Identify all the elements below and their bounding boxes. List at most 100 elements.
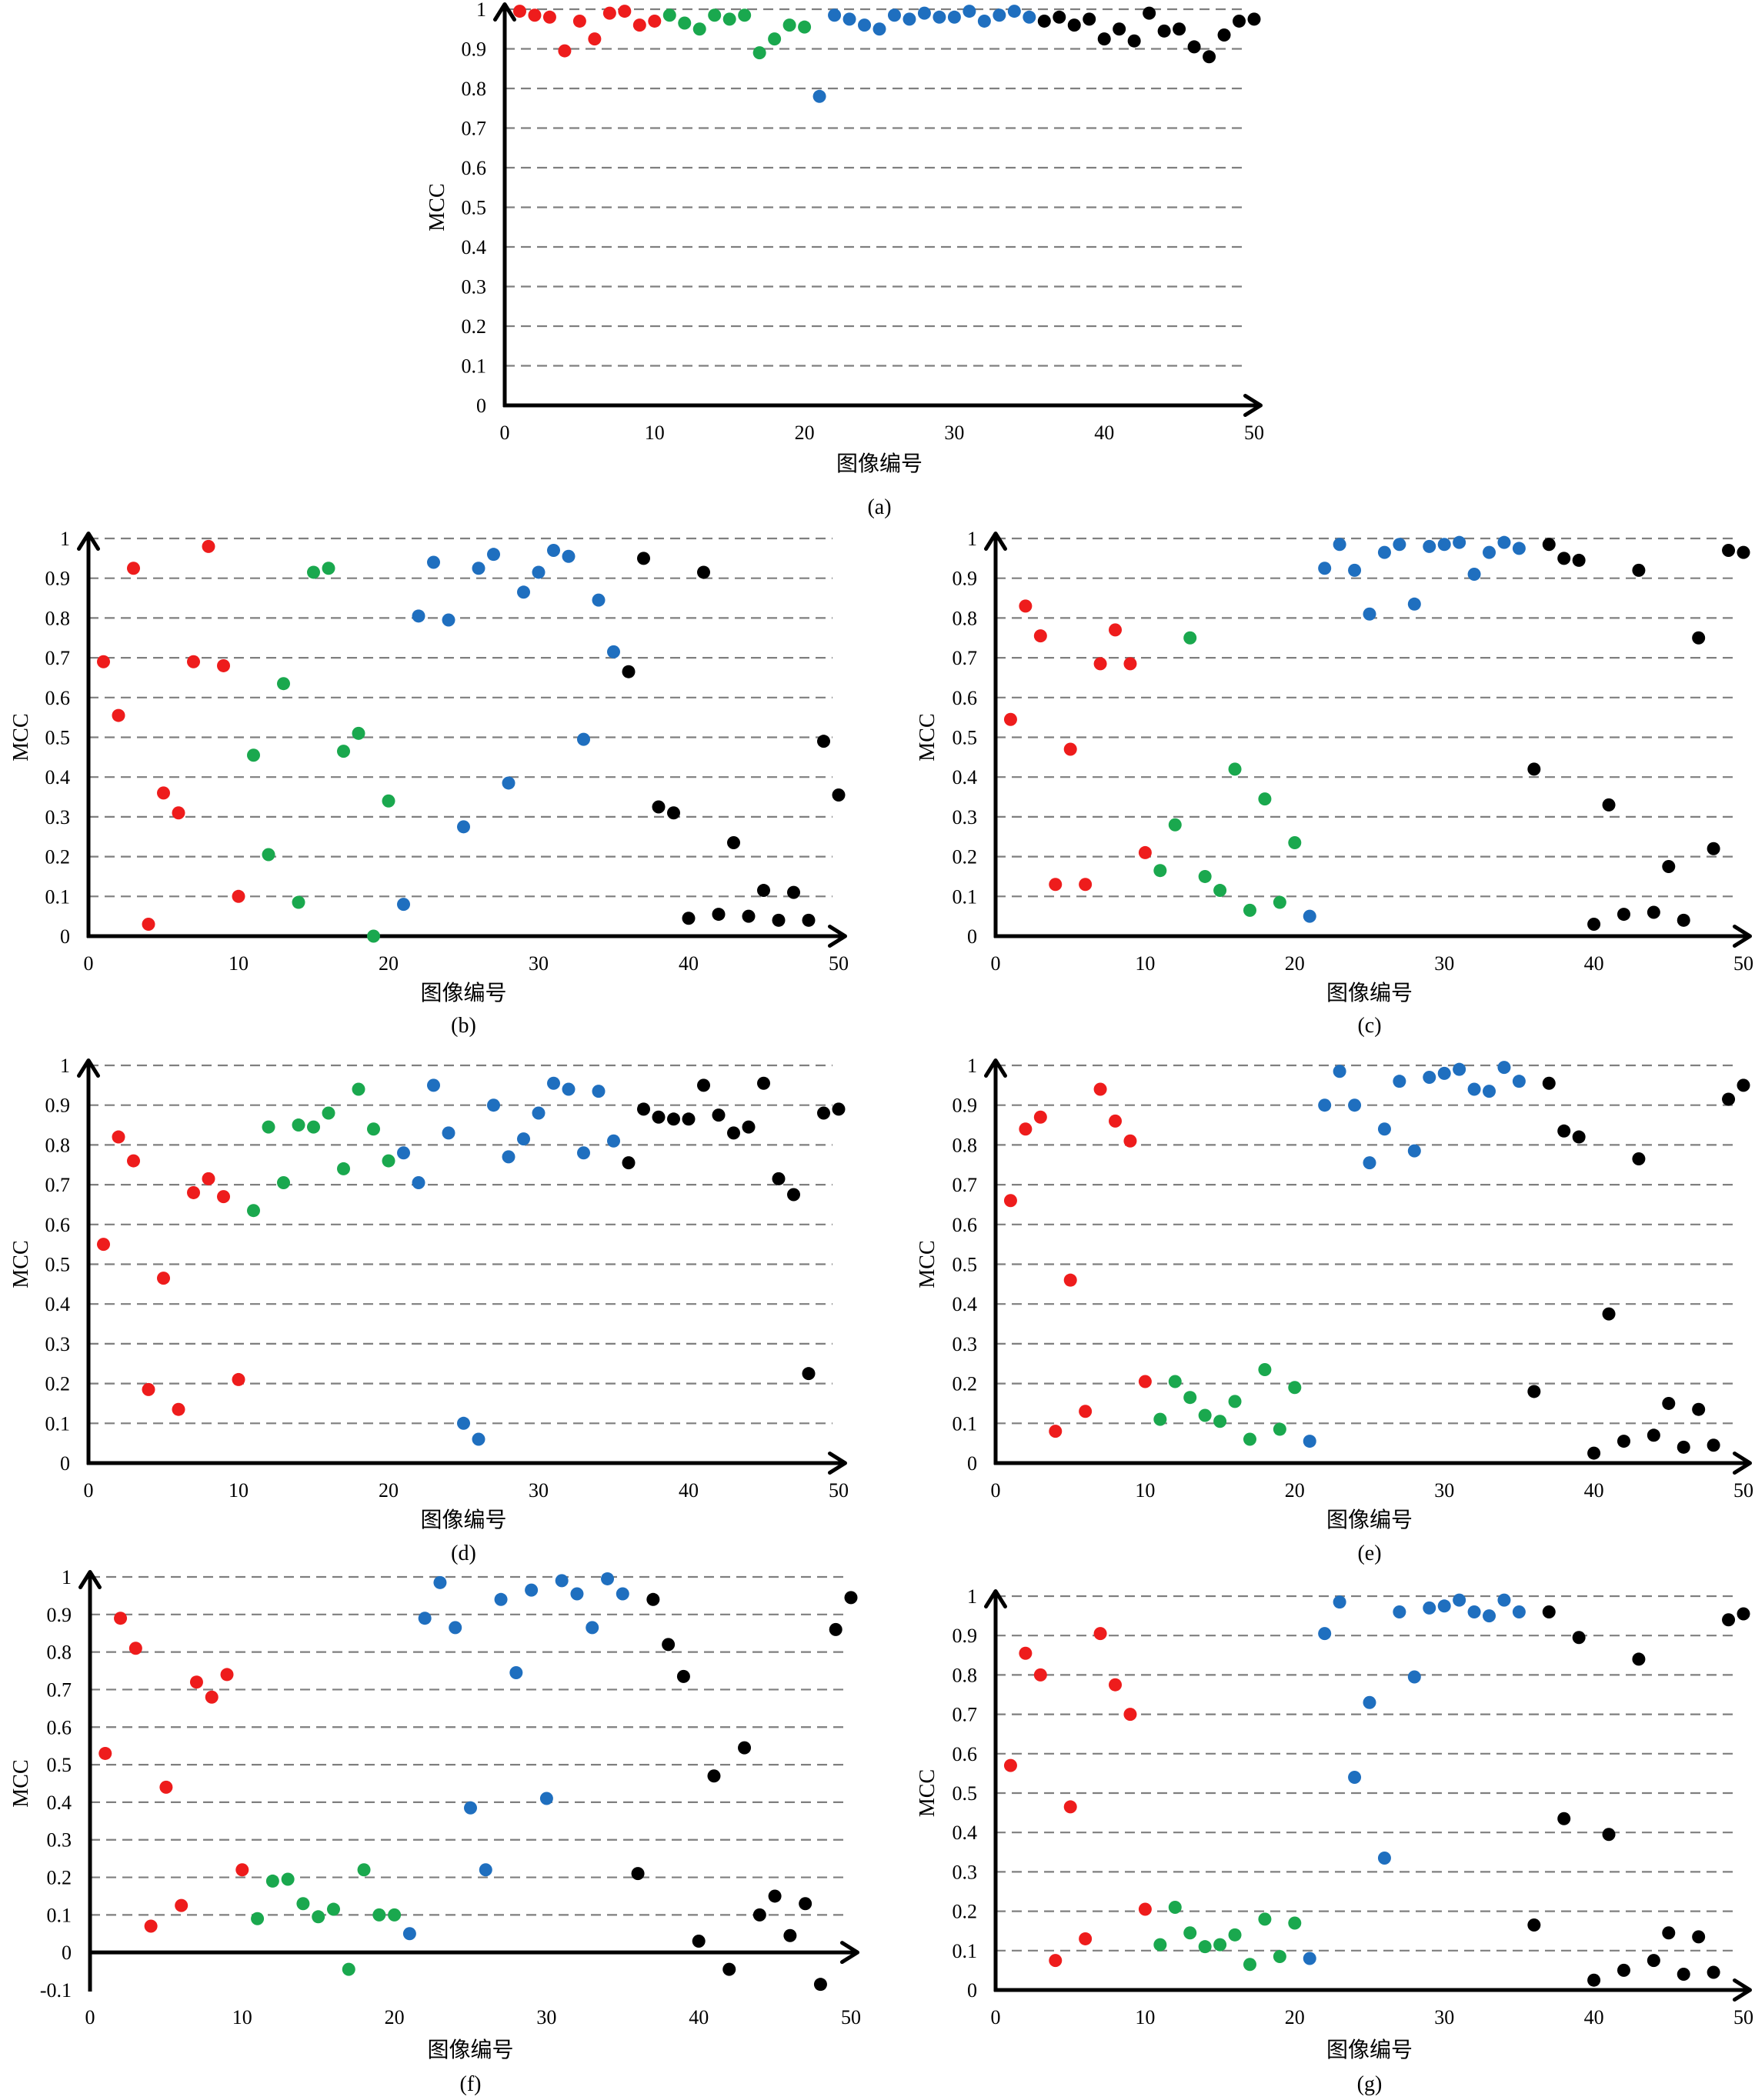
data-point — [1423, 1071, 1436, 1085]
y-tick-label: 0 — [967, 1452, 977, 1475]
data-point — [232, 889, 245, 903]
data-point — [1183, 1391, 1197, 1405]
data-point — [262, 1120, 275, 1134]
data-point — [1079, 1405, 1093, 1418]
data-point — [277, 677, 290, 691]
data-point — [1647, 1954, 1660, 1968]
data-point — [616, 1587, 629, 1601]
data-point — [1527, 1918, 1541, 1932]
data-point — [667, 1112, 680, 1126]
data-point — [697, 1078, 710, 1092]
y-tick-label: 0.8 — [953, 1664, 978, 1686]
data-point — [1707, 1965, 1720, 1979]
y-tick-label: 0.6 — [953, 687, 978, 709]
data-point — [631, 1867, 645, 1881]
data-point — [682, 912, 696, 925]
data-point — [1019, 1122, 1033, 1136]
data-point — [757, 1076, 770, 1090]
data-point — [472, 562, 485, 575]
data-point — [1093, 1082, 1107, 1096]
data-point — [933, 10, 946, 24]
data-point — [1557, 1124, 1571, 1138]
data-point — [247, 748, 260, 762]
data-point — [1079, 878, 1093, 892]
data-point — [142, 917, 155, 931]
data-point — [1542, 1076, 1556, 1090]
data-point — [357, 1863, 371, 1877]
data-point — [1737, 1607, 1750, 1621]
data-point — [187, 655, 200, 668]
data-point — [232, 1372, 245, 1386]
data-point — [738, 1741, 752, 1755]
data-point — [1707, 1438, 1720, 1452]
data-point — [1453, 1593, 1466, 1607]
data-point — [1617, 908, 1630, 922]
y-tick-label: 0 — [62, 1942, 72, 1964]
data-point — [472, 1432, 485, 1446]
data-point — [247, 1204, 260, 1218]
data-point — [678, 16, 692, 30]
data-point — [1692, 631, 1706, 645]
data-point — [1123, 657, 1137, 671]
data-point — [1662, 1926, 1676, 1940]
data-point — [1138, 1902, 1152, 1916]
y-tick-label: 0.2 — [47, 1867, 72, 1889]
data-point — [112, 708, 125, 722]
data-point — [787, 1188, 800, 1202]
data-point — [872, 22, 886, 36]
data-point — [307, 565, 320, 579]
x-tick-label: 0 — [991, 952, 1001, 975]
data-point — [772, 913, 786, 927]
data-point — [1737, 1078, 1750, 1092]
y-tick-label: 0.6 — [47, 1716, 72, 1738]
chart-panel-c: 00.10.20.30.40.50.60.70.80.910 10 20 30 40 50… — [916, 528, 1753, 1038]
data-point — [1377, 1122, 1391, 1136]
data-point — [1318, 1627, 1332, 1641]
data-point — [844, 1591, 858, 1605]
data-point — [1497, 535, 1511, 549]
data-point — [157, 1272, 170, 1285]
data-point — [1243, 1958, 1256, 1972]
data-point — [1617, 1963, 1630, 1977]
y-tick-label: 0.4 — [953, 766, 978, 788]
data-point — [1363, 1695, 1376, 1709]
data-point — [1677, 913, 1690, 927]
data-point — [517, 1132, 530, 1146]
data-point — [1333, 1065, 1346, 1078]
y-tick-label: 0.6 — [45, 1214, 71, 1236]
data-point — [977, 14, 991, 28]
panel-label: (c) — [1357, 1014, 1381, 1038]
data-point — [1363, 1156, 1376, 1170]
data-point — [592, 593, 606, 607]
data-point — [1213, 884, 1227, 898]
data-point — [742, 1120, 756, 1134]
data-point — [602, 6, 616, 20]
y-tick-label: 0.7 — [953, 647, 978, 669]
data-point — [322, 1106, 335, 1120]
data-point — [832, 788, 846, 802]
data-point — [397, 898, 410, 912]
data-point — [1677, 1440, 1690, 1454]
data-point — [112, 1130, 125, 1144]
x-tick-label: 50 — [1733, 1479, 1753, 1502]
data-point — [1049, 1425, 1063, 1438]
data-point — [1168, 818, 1182, 832]
data-point — [1123, 1134, 1137, 1148]
y-tick-label: 0.7 — [47, 1678, 72, 1701]
data-point — [1303, 1435, 1316, 1448]
y-tick-label: 0.1 — [45, 885, 71, 908]
data-point — [692, 22, 706, 36]
data-point — [217, 658, 230, 672]
x-tick-label: 20 — [1285, 2006, 1305, 2028]
data-point — [1512, 542, 1526, 555]
data-point — [1258, 1912, 1272, 1926]
data-point — [1127, 34, 1141, 48]
y-tick-label: 0.6 — [462, 157, 487, 179]
data-point — [1467, 1605, 1481, 1618]
data-point — [572, 14, 586, 28]
data-point — [1023, 10, 1036, 24]
x-tick-label: 10 — [1135, 1479, 1155, 1502]
data-point — [1063, 1273, 1077, 1287]
y-tick-label: 0.5 — [953, 1254, 978, 1276]
data-point — [903, 12, 916, 26]
